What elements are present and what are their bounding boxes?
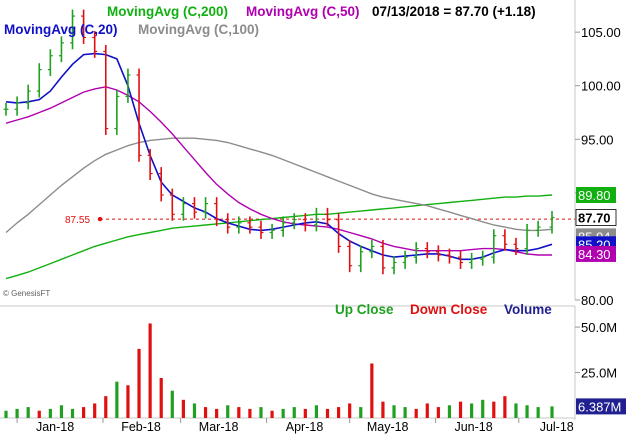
ma100-line <box>5 137 553 234</box>
ma50-line <box>5 86 552 256</box>
volume-bar <box>514 403 518 418</box>
legend-ma100: MovingAvg (C,100) <box>138 22 259 37</box>
volume-bar <box>414 408 418 418</box>
volume-bar <box>303 408 307 418</box>
date-axis-label: Jul-18 <box>540 420 574 434</box>
volume-bar <box>481 399 485 418</box>
last-value-tag-label: 89.80 <box>578 188 611 203</box>
volume-legend-up: Up Close <box>335 302 394 317</box>
volume-bar <box>48 408 52 418</box>
volume-bar <box>525 405 529 418</box>
volume-bar <box>436 407 440 418</box>
volume-bar <box>115 381 119 418</box>
volume-bar <box>325 408 330 418</box>
last-value-tag <box>575 209 617 226</box>
reference-line-marker <box>97 216 103 222</box>
legend-quote: 07/13/2018 = 87.70 (+1.18) <box>372 4 536 19</box>
volume-last-tag-label: 6.387M <box>578 399 621 414</box>
volume-bar <box>93 403 97 418</box>
volume-bar <box>536 407 540 418</box>
volume-bar <box>15 408 19 418</box>
volume-legend-volume: Volume <box>504 302 552 317</box>
volume-legend: Up Close Down Close Volume <box>335 302 552 317</box>
last-value-tag <box>576 245 616 262</box>
price-axis-label: 100.00 <box>581 79 621 94</box>
volume-bar <box>170 390 174 418</box>
date-axis-label: Feb-18 <box>121 420 161 434</box>
volume-legend-down: Down Close <box>410 302 488 317</box>
price-panel-bg <box>0 0 575 300</box>
volume-bar <box>82 407 86 418</box>
volume-bar <box>470 403 474 418</box>
axes: 105.00100.0095.0090.0080.0089.8087.7085.… <box>16 25 626 434</box>
volume-bar <box>59 405 64 418</box>
last-value-tag-label: 84.30 <box>578 247 611 262</box>
volume-bar <box>248 408 252 418</box>
volume-bar <box>314 405 319 418</box>
price-axis-label: 105.00 <box>581 25 621 40</box>
volume-bar <box>26 407 30 418</box>
volume-last-tag <box>576 398 626 415</box>
volume-bar <box>348 403 352 418</box>
volume-bar <box>181 399 185 418</box>
volume-axis-label: 50.0M <box>581 320 617 335</box>
watermark: © GenesisFT <box>3 289 50 298</box>
volume-bar <box>550 406 554 418</box>
volume-bar <box>159 378 163 418</box>
volume-bar <box>425 403 429 418</box>
legend-top: MovingAvg (C,200) MovingAvg (C,50) 07/13… <box>4 4 536 37</box>
volume-bar <box>336 407 341 418</box>
volume-bar <box>192 403 197 418</box>
volume-bar <box>237 407 241 418</box>
volume-bar <box>215 408 219 418</box>
volume-bar <box>381 401 385 418</box>
reference-line-label: 87.55 <box>65 215 90 226</box>
volume-bar <box>292 407 296 418</box>
volume-bar <box>70 408 75 418</box>
volume-axis-label: 25.0M <box>581 366 617 381</box>
volume-bar <box>281 408 285 418</box>
volume-bar <box>392 405 396 418</box>
volume-bar <box>203 407 208 418</box>
volume-bar <box>226 405 230 418</box>
date-axis-label: Apr-18 <box>286 420 324 434</box>
price-axis-label: 80.00 <box>581 293 614 308</box>
price-axis-label: 95.00 <box>581 132 614 147</box>
volume-bar <box>148 323 152 418</box>
volume-bar <box>492 401 496 418</box>
volume-bar <box>270 410 274 418</box>
volume-panel <box>4 323 554 418</box>
volume-bar <box>503 396 507 418</box>
volume-bar <box>137 348 141 418</box>
legend-ma50: MovingAvg (C,50) <box>246 4 360 19</box>
volume-bar <box>458 401 463 418</box>
date-axis-label: Mar-18 <box>199 420 239 434</box>
volume-bar <box>4 410 8 418</box>
volume-bar <box>126 385 130 418</box>
legend-ma200: MovingAvg (C,200) <box>107 4 228 19</box>
last-value-tag <box>576 187 616 203</box>
date-axis-label: Jan-18 <box>36 420 74 434</box>
volume-bar <box>447 405 452 418</box>
volume-bar <box>403 407 407 418</box>
volume-bar <box>259 407 263 418</box>
date-axis-label: Jun-18 <box>454 420 492 434</box>
last-value-tag-label: 87.70 <box>578 211 611 226</box>
ma200-line <box>5 194 553 280</box>
price-panel: 87.55 <box>3 9 575 280</box>
volume-bar <box>104 396 108 418</box>
volume-bar <box>37 410 41 418</box>
volume-bar <box>359 407 363 418</box>
ma20-line <box>5 52 553 261</box>
volume-bar <box>370 363 374 418</box>
legend-ma20: MovingAvg (C,20) <box>4 22 118 37</box>
date-axis-label: May-18 <box>367 420 409 434</box>
